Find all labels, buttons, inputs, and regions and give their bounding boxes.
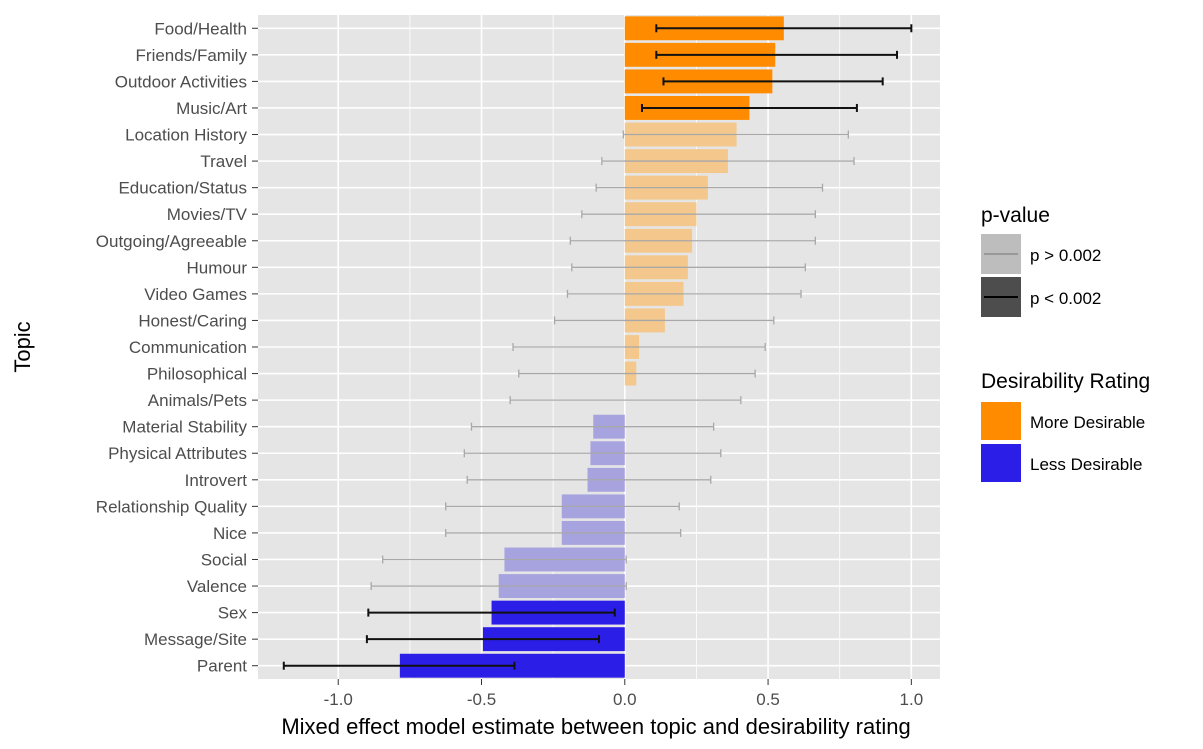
x-tick-label: 0.5: [756, 690, 780, 709]
y-tick-label: Animals/Pets: [148, 391, 247, 410]
legend-more-desirable-label: More Desirable: [1030, 413, 1145, 432]
x-tick-label: -0.5: [467, 690, 496, 709]
y-tick-label: Introvert: [185, 471, 248, 490]
y-tick-label: Nice: [213, 524, 247, 543]
y-tick-label: Location History: [125, 126, 247, 145]
y-tick-label: Humour: [187, 258, 248, 277]
legend-less-desirable-swatch: [981, 444, 1021, 482]
legend-less-desirable-label: Less Desirable: [1030, 455, 1142, 474]
x-tick-label: -1.0: [324, 690, 353, 709]
legend-desirability-title: Desirability Rating: [981, 370, 1150, 393]
x-axis-title: Mixed effect model estimate between topi…: [281, 714, 910, 739]
y-tick-label: Valence: [187, 577, 247, 596]
y-tick-label: Food/Health: [154, 19, 247, 38]
y-tick-label: Physical Attributes: [108, 444, 247, 463]
y-tick-label: Music/Art: [176, 99, 247, 118]
y-tick-label: Communication: [129, 338, 247, 357]
legend-more-desirable-swatch: [981, 402, 1021, 440]
y-tick-label: Education/Status: [118, 179, 247, 198]
y-axis-title: Topic: [10, 321, 35, 372]
y-tick-label: Sex: [218, 604, 248, 623]
y-tick-label: Message/Site: [144, 630, 247, 649]
y-tick-label: Philosophical: [147, 365, 247, 384]
y-tick-label: Travel: [200, 152, 247, 171]
y-tick-label: Social: [201, 550, 247, 569]
y-tick-label: Outdoor Activities: [115, 72, 247, 91]
legend-pvalue-label-nonsig: p > 0.002: [1030, 246, 1101, 265]
error-bars: [282, 24, 913, 670]
y-tick-label: Outgoing/Agreeable: [96, 232, 247, 251]
y-tick-label: Friends/Family: [136, 46, 248, 65]
y-tick-label: Movies/TV: [167, 205, 248, 224]
y-tick-label: Material Stability: [122, 418, 247, 437]
y-tick-label: Parent: [197, 657, 247, 676]
legend-pvalue-title: p-value: [981, 204, 1050, 227]
legend-pvalue-label-sig: p < 0.002: [1030, 289, 1101, 308]
x-tick-label: 0.0: [613, 690, 637, 709]
y-tick-label: Relationship Quality: [96, 497, 248, 516]
x-axis-ticks: -1.0 -0.5 0.0 0.5 1.0: [324, 679, 924, 709]
y-tick-label: Honest/Caring: [138, 311, 247, 330]
legend: p-value p > 0.002 p < 0.002 Desirability…: [981, 204, 1150, 482]
y-tick-label: Video Games: [144, 285, 247, 304]
x-tick-label: 1.0: [900, 690, 924, 709]
y-axis-ticks: Food/Health Friends/Family Outdoor Activit…: [96, 19, 258, 676]
